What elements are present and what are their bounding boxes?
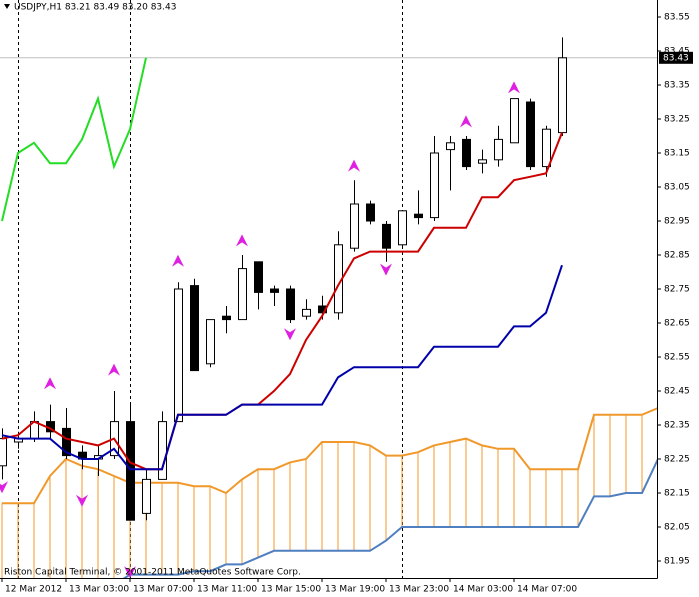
plot-area xyxy=(0,0,657,578)
candle-body xyxy=(158,421,167,480)
candle-body xyxy=(206,319,215,365)
candle-body xyxy=(222,315,231,321)
fractal-up xyxy=(460,115,472,128)
fractal-up xyxy=(348,159,360,172)
x-tick-label: 13 Mar 07:00 xyxy=(133,585,193,595)
footer: Riston Capital Terminal, © 2001-2011 Met… xyxy=(4,568,301,578)
x-tick-label: 12 Mar 2012 xyxy=(5,585,62,595)
candle-body xyxy=(0,438,7,467)
x-tick-label: 13 Mar 23:00 xyxy=(389,585,449,595)
x-tick-label: 13 Mar 03:00 xyxy=(69,585,129,595)
candle-body xyxy=(190,285,199,372)
y-tick-label: 83.15 xyxy=(664,149,690,159)
candle-body xyxy=(270,288,279,293)
fractal-down xyxy=(0,481,8,494)
y-tick-label: 82.65 xyxy=(664,319,690,329)
y-tick-label: 83.25 xyxy=(664,115,690,125)
candle-body xyxy=(542,128,551,168)
fractal-down xyxy=(284,328,296,341)
candle-body xyxy=(478,159,487,164)
cloud-lower-line xyxy=(122,458,657,578)
cloud-upper-line xyxy=(2,407,657,505)
y-tick-label: 82.55 xyxy=(664,353,690,363)
header: USDJPY,H1 83.21 83.49 83.20 83.43 xyxy=(14,3,176,13)
candle-body xyxy=(286,288,295,321)
y-tick-label: 82.95 xyxy=(664,217,690,227)
candle-body xyxy=(526,101,535,168)
candle-body xyxy=(302,308,311,317)
y-tick-label: 82.85 xyxy=(664,251,690,261)
fractal-up xyxy=(508,81,520,94)
x-tick-label: 13 Mar 11:00 xyxy=(197,585,257,595)
candle-body xyxy=(398,210,407,246)
candle-body xyxy=(238,268,247,321)
fractal-up xyxy=(108,363,120,376)
current-price-box xyxy=(659,51,693,64)
candle-body xyxy=(254,261,263,293)
y-tick-label: 82.35 xyxy=(664,421,690,431)
candle-body xyxy=(62,427,71,457)
indicator-line xyxy=(1,132,563,471)
fractal-up xyxy=(172,254,184,267)
candle-body xyxy=(126,421,135,521)
x-tick-label: 14 Mar 03:00 xyxy=(453,585,513,595)
x-tick-label: 13 Mar 19:00 xyxy=(325,585,385,595)
y-tick-label: 82.45 xyxy=(664,387,690,397)
y-tick-label: 82.25 xyxy=(664,455,690,465)
y-tick-label: 83.55 xyxy=(664,13,690,23)
current-price-label: 83.43 xyxy=(663,53,689,63)
y-tick-label: 81.95 xyxy=(664,557,690,567)
candle-body xyxy=(494,138,503,161)
candle-body xyxy=(446,142,455,151)
candle-body xyxy=(382,223,391,249)
y-tick-label: 83.35 xyxy=(664,81,690,91)
indicator-line xyxy=(1,264,563,471)
header-icon xyxy=(4,4,10,9)
fractal-up xyxy=(44,377,56,390)
y-tick-label: 83.45 xyxy=(664,47,690,57)
candle-body xyxy=(558,57,567,134)
fractal-up xyxy=(236,234,248,247)
y-tick-label: 82.75 xyxy=(664,285,690,295)
x-tick-label: 13 Mar 15:00 xyxy=(261,585,321,595)
candle-body xyxy=(510,98,519,144)
candle-body xyxy=(174,288,183,423)
candle-body xyxy=(350,203,359,249)
fractal-down xyxy=(380,263,392,276)
y-tick-label: 82.05 xyxy=(664,523,690,533)
fractal-down xyxy=(124,566,136,578)
candle-body xyxy=(430,152,439,219)
candle-body xyxy=(366,203,375,222)
candle-body xyxy=(462,138,471,168)
x-tick-label: 14 Mar 07:00 xyxy=(517,585,577,595)
indicator-line xyxy=(1,57,147,222)
candle-body xyxy=(414,213,423,219)
fractal-down xyxy=(76,494,88,507)
y-tick-label: 83.05 xyxy=(664,183,690,193)
candle-body xyxy=(142,478,151,514)
y-tick-label: 82.15 xyxy=(664,489,690,499)
